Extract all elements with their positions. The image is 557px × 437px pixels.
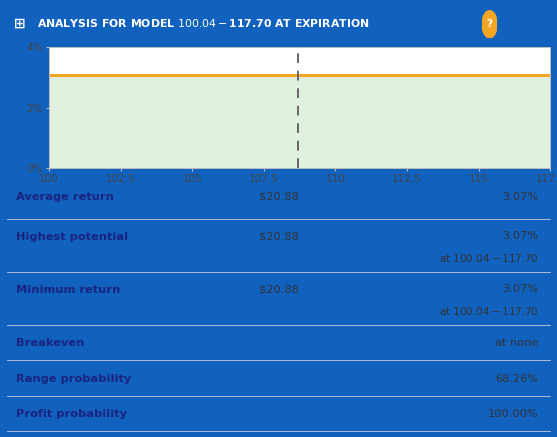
Text: Highest potential: Highest potential <box>17 232 129 242</box>
Circle shape <box>482 10 497 38</box>
Text: Range probability: Range probability <box>17 374 131 384</box>
Text: at $100.04-$117.70: at $100.04-$117.70 <box>439 305 539 317</box>
Text: Breakeven: Breakeven <box>17 339 85 348</box>
Text: ANALYSIS FOR MODEL $100.04-$117.70 AT EXPIRATION: ANALYSIS FOR MODEL $100.04-$117.70 AT EX… <box>37 17 369 29</box>
Text: $20.88: $20.88 <box>258 192 299 202</box>
Text: at none: at none <box>495 339 539 348</box>
Text: 3.07%: 3.07% <box>502 284 539 294</box>
Text: $20.88: $20.88 <box>258 232 299 242</box>
Text: $20.88: $20.88 <box>258 285 299 295</box>
Text: 68.26%: 68.26% <box>495 374 539 384</box>
Text: 3.07%: 3.07% <box>502 231 539 241</box>
Text: Profit probability: Profit probability <box>17 409 128 419</box>
Text: ?: ? <box>487 19 492 29</box>
Text: at $100.04-$117.70: at $100.04-$117.70 <box>439 252 539 264</box>
Text: ⊞: ⊞ <box>14 16 26 30</box>
Text: Average return: Average return <box>17 192 114 202</box>
Text: Minimum return: Minimum return <box>17 285 121 295</box>
Text: 3.07%: 3.07% <box>502 192 539 202</box>
Text: 100.00%: 100.00% <box>488 409 539 419</box>
